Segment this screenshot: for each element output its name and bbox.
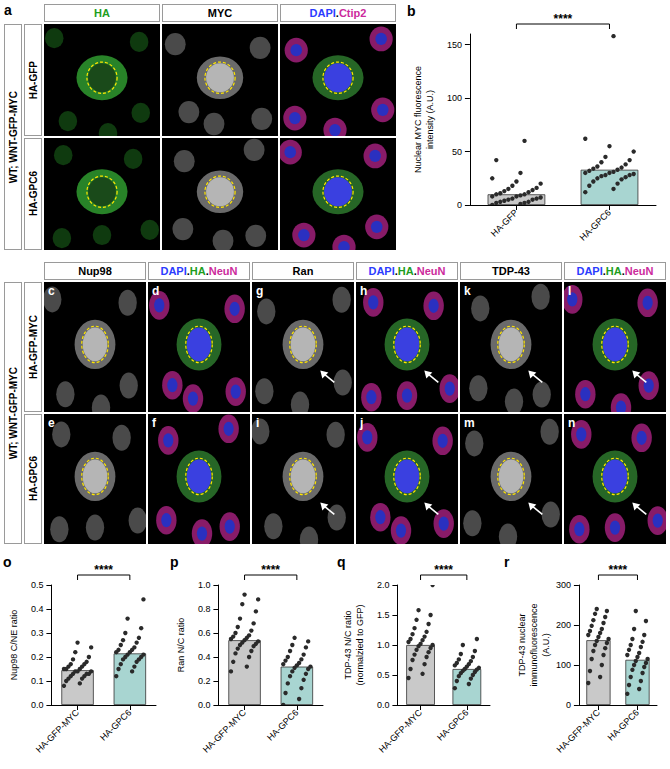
svg-text:TDP-43 N/C ratio: TDP-43 N/C ratio [343,610,353,679]
svg-text:HA-GPC6: HA-GPC6 [578,207,613,242]
svg-text:0.4: 0.4 [198,652,211,662]
html-text:k: k [464,284,471,298]
svg-text:****: **** [609,563,628,577]
svg-text:(A.U.): (A.U.) [541,633,551,657]
svg-text:HA-GFP-MYC: HA-GFP-MYC [377,707,425,755]
svg-text:0.0: 0.0 [377,700,390,710]
html-text:h: h [360,284,368,298]
svg-text:100: 100 [556,660,571,670]
svg-text:****: **** [554,12,573,26]
svg-text:300: 300 [556,580,571,590]
svg-text:HA-GFP-MYC: HA-GFP-MYC [34,707,82,755]
svg-text:2.0: 2.0 [377,580,390,590]
svg-text:b: b [407,3,416,19]
html-text:HA-GPC6: HA-GPC6 [27,171,39,217]
html-text:DAPI. Ctip2: DAPI. Ctip2 [309,7,367,19]
svg-text:150: 150 [447,40,462,50]
svg-text:0.5: 0.5 [31,580,44,590]
svg-text:****: **** [434,563,453,577]
html-text:HA-GFP: HA-GFP [27,60,39,100]
html-text:Ran: Ran [292,265,314,277]
html-text:n: n [568,416,576,430]
html-text:HA-GFP-MYC: HA-GFP-MYC [27,315,39,379]
svg-text:p: p [170,554,179,570]
html-text:d: d [152,284,160,298]
html-text:a: a [4,2,12,18]
html-text:DAPI. HA. NeuN: DAPI. HA. NeuN [576,265,654,277]
svg-text:HA-GPC6: HA-GPC6 [606,707,641,742]
svg-text:q: q [337,554,346,570]
html-text:MYC: MYC [207,7,233,19]
svg-text:200: 200 [556,620,571,630]
html-text:e: e [48,416,55,430]
svg-text:0.0: 0.0 [198,700,211,710]
html-text:HA-GPC6: HA-GPC6 [27,456,39,502]
html-text:WT; WNT-GFP-MYC: WT; WNT-GFP-MYC [7,366,19,460]
html-text:g: g [256,284,264,298]
svg-text:100: 100 [447,93,462,103]
svg-text:HA-GPC6: HA-GPC6 [265,707,300,742]
html-text:c: c [48,284,55,298]
html-text:HA: HA [94,7,110,19]
svg-text:****: **** [261,563,280,577]
svg-text:****: **** [94,563,113,577]
svg-text:HA-GFP-MYC: HA-GFP-MYC [555,707,603,755]
svg-text:50: 50 [452,147,462,157]
html-text:Nup98: Nup98 [78,265,112,277]
svg-text:0.2: 0.2 [31,652,44,662]
svg-text:1.5: 1.5 [377,610,390,620]
svg-text:HA-GPC6: HA-GPC6 [98,707,133,742]
svg-text:0.8: 0.8 [198,604,211,614]
svg-text:HA-GPC6: HA-GPC6 [435,707,470,742]
html-text:j: j [360,416,364,430]
svg-text:0: 0 [457,200,462,210]
svg-text:0: 0 [566,700,571,710]
svg-text:0.1: 0.1 [31,676,44,686]
html-text:f: f [152,416,156,430]
svg-text:HA-GFP: HA-GFP [489,207,520,238]
svg-text:1.0: 1.0 [198,580,211,590]
svg-text:0.2: 0.2 [198,676,211,686]
svg-text:o: o [3,554,12,570]
html-text:l: l [568,284,572,298]
html-text:WT; WNT-GFP-MYC: WT; WNT-GFP-MYC [7,90,19,184]
html-text:TDP-43: TDP-43 [492,265,530,277]
svg-text:TDP-43 nuclear: TDP-43 nuclear [517,613,527,676]
svg-text:0.6: 0.6 [198,628,211,638]
svg-text:0.0: 0.0 [31,700,44,710]
svg-text:1.0: 1.0 [377,640,390,650]
html-text:i: i [256,416,260,430]
svg-text:0.3: 0.3 [31,628,44,638]
svg-text:0.4: 0.4 [31,604,44,614]
svg-text:HA-GFP-MYC: HA-GFP-MYC [201,707,249,755]
svg-text:intensity (A.U.): intensity (A.U.) [425,90,435,149]
html-text:DAPI. HA. NeuN: DAPI. HA. NeuN [368,265,446,277]
svg-text:Ran N/C ratio: Ran N/C ratio [176,618,186,673]
svg-text:immunofluorescence: immunofluorescence [529,603,539,686]
svg-text:Nup98 C/NE ratio: Nup98 C/NE ratio [9,610,19,681]
html-text:m: m [464,416,475,430]
html-text:DAPI. HA. NeuN: DAPI. HA. NeuN [160,265,238,277]
svg-text:(normalzied to GFP): (normalzied to GFP) [355,604,365,685]
svg-text:Nuclear MYC fluorescence: Nuclear MYC fluorescence [413,66,423,173]
svg-text:r: r [504,554,510,570]
svg-text:0.5: 0.5 [377,670,390,680]
